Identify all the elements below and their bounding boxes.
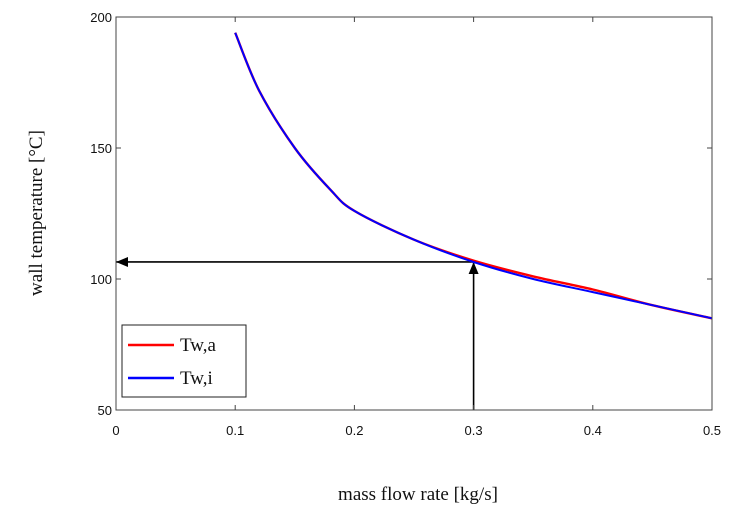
x-tick-label: 0.5 (703, 423, 721, 438)
x-tick-label: 0.4 (584, 423, 602, 438)
series-line-tw-i (234, 32, 713, 320)
x-axis: 0 0.1 0.2 0.3 0.4 0.5 (112, 17, 721, 438)
legend-label-tw-i: Tw,i (180, 368, 213, 389)
legend-box (121, 324, 247, 398)
y-axis: 50 100 150 200 (90, 10, 712, 418)
y-axis-title: wall temperature [°C] (26, 130, 47, 296)
plot-marks (116, 32, 713, 410)
x-tick-label: 0.2 (345, 423, 363, 438)
y-tick-label: 100 (90, 272, 112, 287)
x-axis-title: mass flow rate [kg/s] (338, 484, 498, 505)
x-tick-label: 0.3 (465, 423, 483, 438)
legend: Tw,a Tw,i (121, 324, 247, 398)
plot-frame (115, 16, 713, 411)
y-tick-label: 150 (90, 141, 112, 156)
annotation-arrow-head-1 (116, 256, 128, 267)
x-tick-label: 0.1 (226, 423, 244, 438)
y-tick-label: 200 (90, 10, 112, 25)
legend-label-tw-a: Tw,a (180, 335, 217, 356)
y-tick-label: 50 (98, 403, 112, 418)
x-tick-label: 0 (112, 423, 119, 438)
annotation-arrow-head-0 (468, 261, 479, 274)
